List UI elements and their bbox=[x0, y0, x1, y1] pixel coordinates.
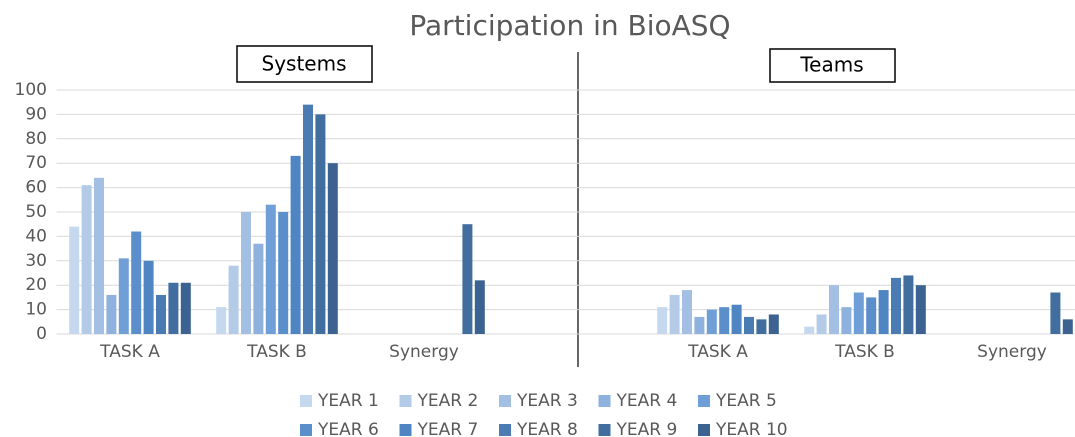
legend-label: YEAR 2 bbox=[417, 391, 479, 411]
bar bbox=[253, 243, 264, 334]
legend-label: YEAR 6 bbox=[317, 420, 379, 437]
x-tick-label: TASK A bbox=[99, 342, 160, 362]
bar bbox=[694, 316, 705, 334]
y-tick-label: 20 bbox=[25, 275, 47, 295]
bar bbox=[891, 277, 901, 334]
legend-swatch bbox=[300, 395, 312, 407]
legend-label: YEAR 10 bbox=[715, 420, 788, 437]
bar bbox=[866, 297, 877, 334]
bar bbox=[290, 155, 301, 334]
y-tick-label: 70 bbox=[25, 153, 47, 173]
bar bbox=[143, 260, 154, 334]
bar bbox=[744, 316, 754, 334]
bar bbox=[1050, 292, 1061, 334]
bar bbox=[315, 114, 326, 335]
bar bbox=[829, 285, 839, 334]
legend-swatch bbox=[598, 395, 611, 407]
legend-swatch bbox=[499, 395, 511, 407]
bar bbox=[682, 290, 692, 334]
bar bbox=[278, 212, 289, 334]
bar bbox=[327, 163, 338, 334]
bar bbox=[228, 265, 239, 334]
legend-swatch bbox=[399, 395, 412, 407]
legend-label: YEAR 5 bbox=[715, 391, 777, 411]
y-tick-label: 50 bbox=[25, 202, 47, 222]
bar bbox=[81, 185, 92, 334]
y-tick-label: 80 bbox=[25, 129, 47, 149]
bar bbox=[731, 304, 742, 334]
legend-swatch bbox=[300, 424, 312, 436]
y-tick-label: 40 bbox=[25, 226, 47, 246]
y-tick-label: 0 bbox=[36, 324, 47, 344]
panel-label: Teams bbox=[799, 53, 863, 77]
bar bbox=[903, 275, 914, 334]
bar bbox=[265, 204, 276, 334]
legend-label: YEAR 8 bbox=[516, 420, 578, 437]
legend-swatch bbox=[598, 424, 611, 436]
y-tick-label: 60 bbox=[25, 178, 47, 198]
legend-swatch bbox=[698, 424, 710, 436]
bar bbox=[474, 280, 485, 334]
y-tick-label: 90 bbox=[25, 104, 47, 124]
bar bbox=[118, 258, 129, 334]
bar bbox=[180, 282, 191, 334]
bar bbox=[768, 314, 779, 334]
x-tick-label: TASK B bbox=[246, 342, 307, 362]
legend-label: YEAR 4 bbox=[616, 391, 678, 411]
bar bbox=[915, 285, 926, 334]
panel-label: Systems bbox=[262, 52, 347, 76]
bar bbox=[878, 290, 889, 334]
legend-swatch bbox=[399, 424, 412, 436]
legend-swatch bbox=[499, 424, 511, 436]
legend-label: YEAR 1 bbox=[317, 391, 379, 411]
y-tick-label: 100 bbox=[15, 80, 47, 100]
bar bbox=[669, 294, 680, 334]
x-tick-label: TASK A bbox=[687, 342, 748, 362]
chart-title: Participation in BioASQ bbox=[409, 9, 730, 42]
bar bbox=[1062, 319, 1073, 334]
bar bbox=[131, 231, 142, 334]
x-tick-label: Synergy bbox=[977, 342, 1047, 362]
bar bbox=[106, 294, 117, 334]
bar bbox=[853, 292, 864, 334]
bar bbox=[94, 177, 104, 334]
bar bbox=[756, 319, 767, 334]
bar bbox=[303, 104, 313, 334]
x-tick-label: Synergy bbox=[389, 342, 459, 362]
legend-label: YEAR 7 bbox=[417, 420, 479, 437]
y-tick-label: 30 bbox=[25, 251, 47, 271]
bar bbox=[216, 307, 227, 334]
bar bbox=[241, 212, 251, 334]
bar bbox=[168, 282, 179, 334]
legend-label: YEAR 9 bbox=[616, 420, 678, 437]
bar bbox=[69, 226, 80, 334]
bar bbox=[706, 309, 717, 334]
legend-swatch bbox=[698, 395, 710, 407]
bar bbox=[719, 307, 730, 334]
legend-label: YEAR 3 bbox=[516, 391, 578, 411]
x-tick-label: TASK B bbox=[834, 342, 895, 362]
panel-label-box bbox=[236, 45, 373, 83]
bar bbox=[804, 326, 815, 334]
y-tick-label: 10 bbox=[25, 300, 47, 320]
bar bbox=[156, 294, 166, 334]
panel-label-box bbox=[769, 48, 896, 83]
bar bbox=[657, 307, 668, 334]
bar bbox=[841, 307, 852, 334]
bar bbox=[462, 224, 473, 334]
bar bbox=[816, 314, 827, 334]
